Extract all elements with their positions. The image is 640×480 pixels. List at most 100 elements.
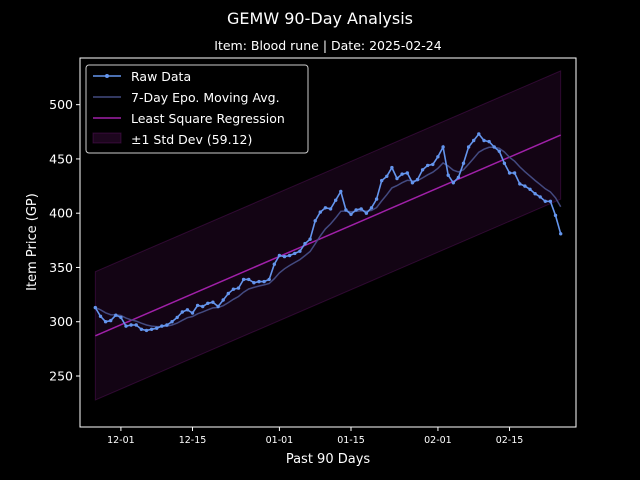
raw-data-point: [287, 253, 292, 258]
raw-data-point: [308, 237, 312, 241]
x-tick-label: 01-15: [337, 435, 365, 446]
raw-data-point: [446, 173, 450, 177]
raw-data-point: [180, 310, 184, 314]
raw-data-point: [420, 168, 425, 172]
raw-data-point: [139, 327, 144, 331]
raw-data-point: [165, 323, 169, 327]
raw-data-point: [160, 324, 164, 328]
raw-data-point: [124, 324, 128, 328]
raw-data-point: [482, 138, 486, 143]
raw-data-point: [231, 287, 236, 291]
raw-data-point: [262, 279, 266, 284]
raw-data-point: [328, 207, 333, 211]
y-tick-label: 250: [49, 368, 73, 383]
raw-data-point: [298, 249, 302, 253]
raw-data-point: [472, 138, 476, 143]
regression-line: [95, 134, 561, 337]
raw-data-point: [518, 182, 522, 186]
chart-title: GEMW 90-Day Analysis: [227, 9, 413, 28]
raw-data-point: [293, 251, 297, 256]
raw-data-point: [487, 139, 491, 144]
raw-data-point: [477, 132, 481, 136]
chart-subtitle: Item: Blood rune | Date: 2025-02-24: [214, 38, 441, 53]
raw-data-point: [226, 291, 230, 296]
x-axis: 12-01 12-15 01-01 01-15 02-01 02-15: [107, 427, 523, 446]
raw-data-point: [512, 171, 517, 175]
raw-data-point: [497, 149, 501, 153]
raw-data-point: [369, 206, 374, 210]
raw-data-point: [149, 327, 154, 331]
legend-label-raw: Raw Data: [131, 69, 191, 84]
x-tick-label: 02-15: [496, 435, 524, 446]
raw-data-point: [354, 208, 358, 212]
y-tick-label: 350: [49, 260, 73, 275]
raw-data-point: [170, 320, 174, 324]
raw-data-point: [272, 262, 276, 266]
raw-data-point: [528, 187, 532, 191]
plot-frame: [79, 57, 577, 428]
raw-data-point: [247, 277, 251, 282]
raw-data-point: [119, 315, 123, 320]
raw-data-point: [543, 199, 547, 203]
legend-swatch-band: [92, 132, 122, 144]
legend-label-ema: 7-Day Epo. Moving Avg.: [131, 90, 280, 105]
legend: Raw Data 7-Day Epo. Moving Avg. Least Sq…: [85, 64, 309, 154]
x-tick-label: 12-15: [179, 435, 207, 446]
raw-data-point: [502, 161, 507, 165]
raw-data-point: [344, 208, 348, 212]
y-axis-label: Item Price (GP): [25, 193, 40, 291]
raw-data-point: [400, 172, 404, 176]
raw-data-point: [461, 161, 466, 165]
raw-data-point: [523, 184, 527, 188]
raw-data-point: [390, 165, 394, 170]
y-tick-label: 400: [49, 206, 73, 221]
raw-data-point: [426, 163, 430, 168]
x-tick-label: 12-01: [107, 435, 135, 446]
raw-data-point: [129, 323, 133, 327]
raw-data-point: [241, 277, 246, 282]
raw-data-point: [466, 145, 471, 149]
legend-box: [85, 64, 309, 154]
raw-data-point: [553, 213, 558, 218]
raw-data-point: [206, 301, 210, 305]
raw-data-point: [415, 177, 420, 182]
raw-data-point: [175, 315, 179, 320]
raw-data-point: [559, 232, 563, 236]
raw-data-point: [257, 279, 261, 284]
raw-data-point: [533, 192, 537, 196]
raw-data-point: [216, 304, 220, 309]
raw-data-point: [282, 254, 287, 259]
ema-line: [95, 146, 562, 328]
raw-data-point: [103, 320, 108, 324]
series-layer: [93, 132, 563, 337]
raw-data-point: [451, 181, 455, 185]
raw-data-point: [277, 253, 282, 258]
raw-data-point: [323, 206, 328, 210]
x-tick-label: 02-01: [424, 435, 452, 446]
raw-data-point: [364, 211, 369, 215]
y-axis: 250 300 350 400 450 500: [49, 97, 80, 383]
y-tick-label: 450: [49, 151, 73, 166]
raw-data-point: [114, 313, 118, 317]
raw-data-point: [252, 281, 256, 285]
x-axis-label: Past 90 Days: [286, 452, 371, 467]
raw-data-point: [98, 314, 103, 318]
raw-data-point: [221, 298, 225, 302]
raw-data-point: [538, 195, 542, 199]
raw-data-point: [144, 328, 149, 333]
legend-label-lsr: Least Square Regression: [131, 111, 285, 126]
raw-data-point: [339, 189, 343, 194]
y-tick-label: 500: [49, 97, 73, 112]
y-tick-label: 300: [49, 314, 73, 329]
raw-data-point: [410, 181, 415, 185]
raw-data-point: [359, 207, 363, 211]
raw-data-point: [456, 175, 461, 180]
raw-data-point: [318, 210, 322, 214]
raw-data-point: [93, 305, 98, 310]
raw-data-point: [155, 326, 159, 330]
legend-label-band: ±1 Std Dev (59.12): [131, 132, 252, 147]
raw-data-point: [385, 174, 389, 178]
legend-marker-raw: [105, 74, 109, 78]
raw-data-point: [395, 176, 399, 181]
raw-data-point: [303, 241, 307, 246]
